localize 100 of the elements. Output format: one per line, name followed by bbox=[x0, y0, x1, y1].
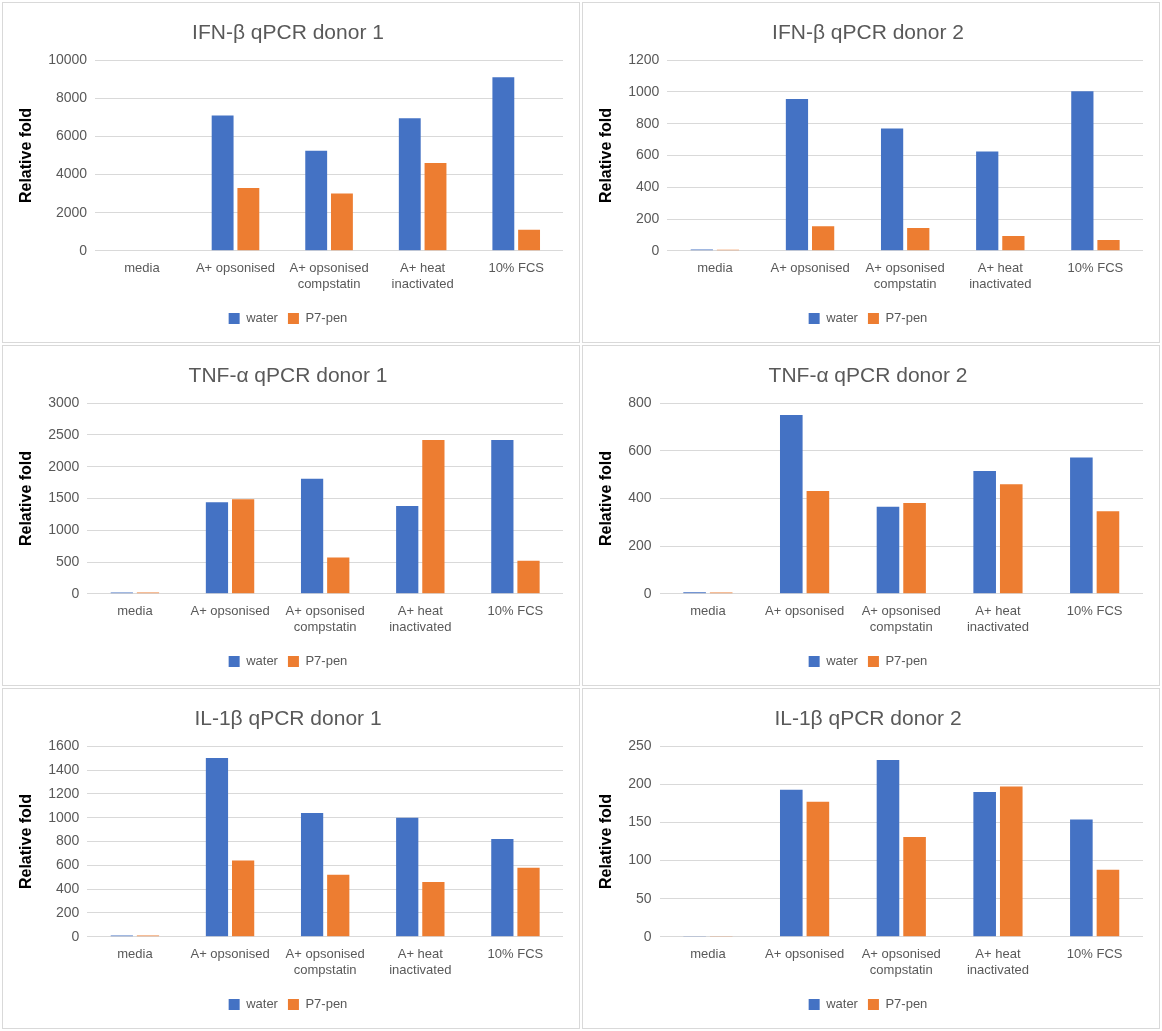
bar bbox=[903, 503, 926, 594]
x-tick-label: A+ opsonised bbox=[765, 946, 845, 962]
legend-label: P7-pen bbox=[885, 653, 928, 669]
bar bbox=[305, 150, 328, 251]
bar bbox=[517, 867, 540, 937]
y-tick-label: 2000 bbox=[55, 203, 88, 220]
bar bbox=[327, 874, 350, 937]
bar bbox=[300, 812, 324, 937]
legend-label: water bbox=[825, 996, 859, 1012]
x-tick-label: A+ heat inactivated bbox=[391, 260, 454, 291]
x-tick-label: 10% FCS bbox=[487, 603, 544, 619]
y-tick-label: 600 bbox=[628, 441, 652, 458]
chart-title: IL-1β qPCR donor 1 bbox=[194, 706, 382, 730]
bar bbox=[331, 193, 353, 251]
bar bbox=[812, 226, 835, 251]
x-tick-label: media bbox=[690, 946, 727, 962]
legend-label: P7-pen bbox=[305, 653, 348, 669]
y-tick-label: 2500 bbox=[48, 425, 80, 442]
bar bbox=[422, 440, 445, 594]
y-tick-label: 150 bbox=[628, 813, 652, 830]
y-tick-label: 4000 bbox=[55, 165, 88, 182]
legend-label: water bbox=[245, 996, 279, 1012]
y-tick-label: 1500 bbox=[48, 489, 80, 506]
legend-label: P7-pen bbox=[305, 310, 348, 326]
y-tick-label: 6000 bbox=[55, 127, 88, 144]
y-tick-label: 0 bbox=[79, 241, 88, 258]
bar bbox=[1097, 240, 1120, 251]
legend-label: water bbox=[245, 310, 279, 326]
x-tick-label: A+ opsonised compstatin bbox=[865, 260, 945, 291]
bar bbox=[876, 506, 900, 594]
y-tick-label: 1000 bbox=[48, 521, 80, 538]
bar bbox=[300, 478, 324, 594]
bar bbox=[999, 484, 1023, 594]
x-tick-label: A+ opsonised bbox=[190, 946, 270, 962]
y-axis-title: Relative fold bbox=[17, 793, 35, 890]
y-tick-label: 800 bbox=[635, 114, 660, 131]
chart-title: TNF-α qPCR donor 1 bbox=[188, 363, 388, 387]
x-tick-label: media bbox=[124, 260, 161, 276]
y-tick-label: 800 bbox=[628, 394, 652, 411]
bar bbox=[491, 440, 514, 594]
y-tick-label: 50 bbox=[635, 889, 652, 906]
x-tick-label: 10% FCS bbox=[1067, 260, 1124, 276]
bar bbox=[422, 882, 445, 937]
bar bbox=[785, 99, 809, 251]
bar bbox=[806, 490, 830, 594]
bar bbox=[396, 817, 419, 937]
y-tick-label: 250 bbox=[628, 737, 652, 754]
bar bbox=[973, 791, 996, 937]
legend-label: water bbox=[245, 653, 279, 669]
x-tick-label: media bbox=[697, 260, 734, 276]
bar bbox=[327, 557, 350, 594]
x-tick-label: media bbox=[117, 603, 154, 619]
bar bbox=[876, 759, 900, 937]
bar bbox=[211, 115, 234, 251]
bar bbox=[903, 836, 926, 937]
x-tick-label: A+ opsonised bbox=[765, 603, 845, 619]
y-axis-title: Relative fold bbox=[17, 450, 35, 547]
y-tick-label: 200 bbox=[628, 537, 652, 554]
bar bbox=[491, 839, 514, 937]
x-tick-label: A+ heat inactivated bbox=[966, 946, 1030, 977]
x-tick-label: A+ heat inactivated bbox=[389, 946, 452, 977]
x-tick-label: A+ heat inactivated bbox=[389, 603, 452, 634]
y-tick-label: 10000 bbox=[48, 51, 88, 68]
y-axis-title: Relative fold bbox=[17, 107, 35, 204]
bar bbox=[1071, 91, 1094, 251]
bar bbox=[976, 151, 999, 251]
bar bbox=[232, 499, 255, 594]
y-tick-label: 200 bbox=[635, 209, 660, 226]
y-tick-label: 600 bbox=[635, 146, 660, 163]
legend-label: water bbox=[825, 653, 859, 669]
chart-title: IFN-β qPCR donor 2 bbox=[772, 20, 964, 44]
bar bbox=[396, 506, 419, 594]
x-tick-label: A+ opsonised compstatin bbox=[285, 603, 365, 634]
x-tick-label: A+ opsonised bbox=[190, 603, 270, 619]
bar bbox=[999, 786, 1023, 937]
y-axis-title: Relative fold bbox=[597, 107, 615, 204]
y-tick-label: 1600 bbox=[48, 737, 80, 754]
x-tick-label: media bbox=[117, 946, 154, 962]
chart-title: TNF-α qPCR donor 2 bbox=[768, 363, 968, 387]
y-tick-label: 800 bbox=[55, 832, 80, 849]
bar bbox=[806, 801, 830, 937]
bar bbox=[780, 415, 803, 594]
chart-title: IFN-β qPCR donor 1 bbox=[192, 20, 384, 44]
bar bbox=[1070, 457, 1093, 594]
bar bbox=[492, 77, 515, 251]
bar bbox=[517, 560, 540, 594]
y-tick-label: 100 bbox=[628, 851, 652, 868]
x-tick-label: 10% FCS bbox=[487, 946, 544, 962]
x-tick-label: A+ opsonised compstatin bbox=[285, 946, 365, 977]
bar bbox=[518, 229, 541, 251]
y-tick-label: 400 bbox=[635, 178, 660, 195]
bar bbox=[973, 471, 996, 594]
bar bbox=[1096, 869, 1120, 937]
y-tick-label: 3000 bbox=[48, 394, 80, 411]
y-tick-label: 0 bbox=[643, 584, 652, 601]
x-tick-label: A+ opsonised bbox=[195, 260, 276, 276]
x-tick-label: media bbox=[690, 603, 727, 619]
legend-label: P7-pen bbox=[885, 310, 928, 326]
y-tick-label: 400 bbox=[628, 489, 652, 506]
bar bbox=[1096, 511, 1120, 594]
